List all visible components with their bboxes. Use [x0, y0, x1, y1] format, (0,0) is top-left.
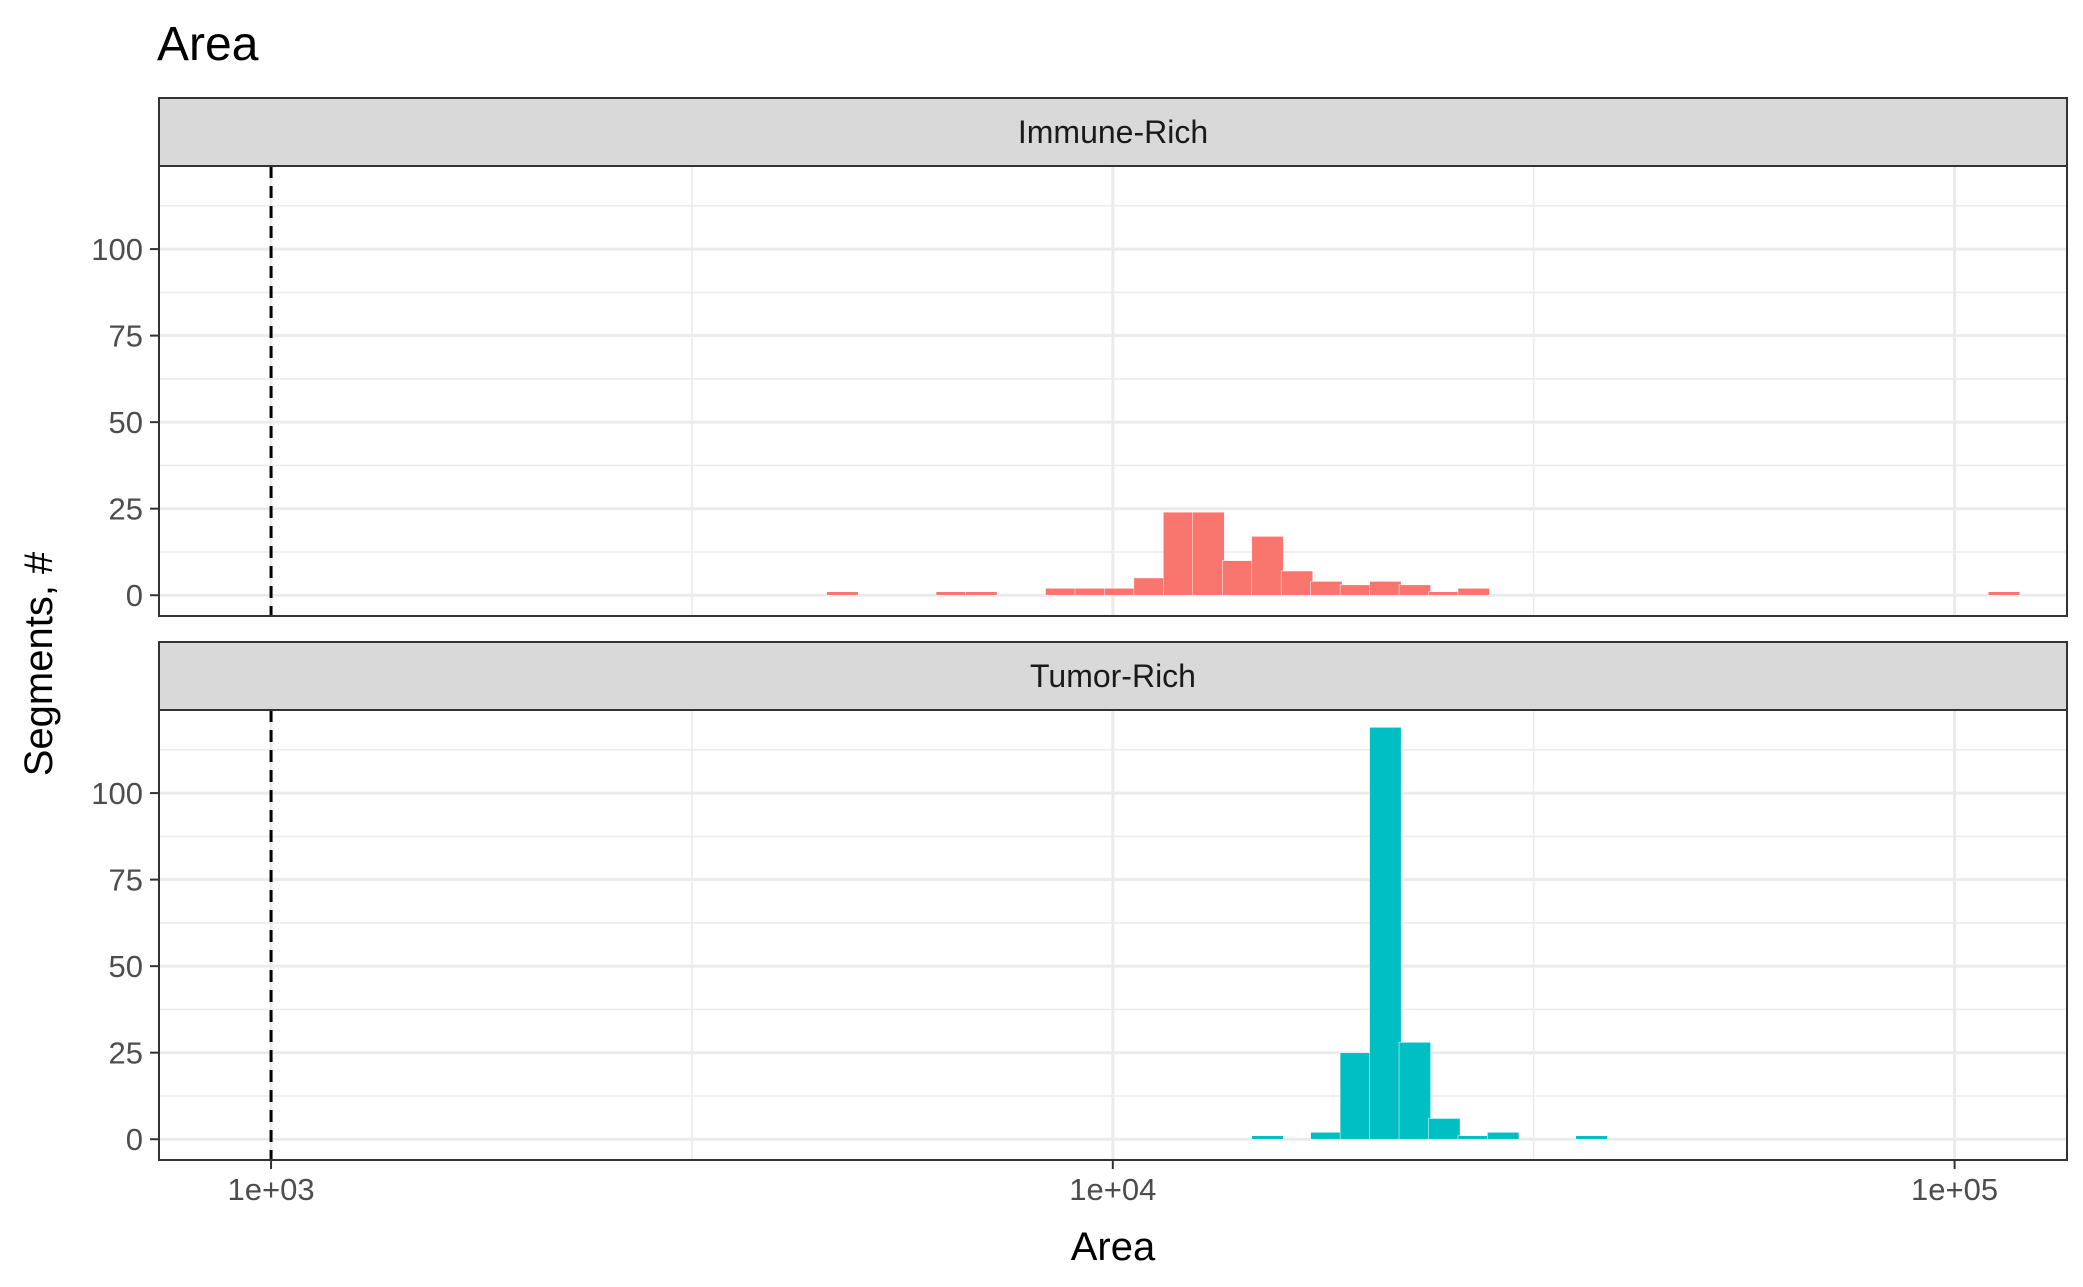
y-tick-label: 0 — [126, 578, 143, 613]
strip-background — [158, 641, 2068, 711]
y-tick-label: 50 — [109, 949, 143, 984]
histogram-bar — [935, 591, 968, 596]
histogram-bar — [1369, 727, 1402, 1140]
y-tick-label: 0 — [126, 1122, 143, 1157]
histogram-bar — [1251, 536, 1284, 596]
y-axis: 0 25 50 75 100 — [91, 232, 159, 613]
strip-label: Immune-Rich — [1018, 114, 1208, 150]
x-axis-title: Area — [1071, 1225, 1156, 1269]
strip-background — [158, 97, 2068, 167]
y-tick-label: 25 — [109, 1036, 143, 1071]
grid-lines — [159, 710, 2067, 1160]
histogram-bar — [1339, 1052, 1372, 1140]
y-tick-label: 75 — [109, 319, 143, 354]
histogram-bar — [1280, 570, 1313, 596]
facet-panel-tumor-rich: Tumor-Rich 0 25 50 75 100 — [91, 641, 2068, 1161]
histogram-bar — [1457, 588, 1490, 596]
histogram-bar — [1988, 591, 2021, 596]
histogram-bar — [1074, 588, 1107, 596]
chart-title: Area — [157, 18, 259, 71]
histogram-bar — [1133, 577, 1166, 596]
x-tick-label: 1e+05 — [1911, 1172, 1998, 1207]
histogram-bar — [1369, 581, 1402, 596]
histogram-bar — [1310, 1132, 1343, 1140]
histogram-bars — [1251, 727, 1608, 1140]
histogram-bar — [1045, 588, 1078, 596]
y-axis-title: Segments, # — [17, 551, 61, 776]
y-tick-label: 75 — [109, 863, 143, 898]
histogram-bar — [1192, 511, 1225, 596]
histogram-bars — [826, 511, 2021, 596]
histogram-bar — [1398, 1042, 1431, 1140]
histogram-bar — [1339, 584, 1372, 596]
y-tick-label: 100 — [91, 232, 143, 267]
histogram-bar — [1222, 560, 1255, 596]
y-tick-label: 100 — [91, 776, 143, 811]
histogram-bar — [1104, 588, 1137, 596]
x-tick-label: 1e+04 — [1069, 1172, 1156, 1207]
histogram-bar — [826, 591, 859, 596]
histogram-bar — [965, 591, 998, 596]
grid-lines — [159, 166, 2067, 616]
x-axis: 1e+03 1e+04 1e+05 — [228, 1160, 1998, 1207]
strip-label: Tumor-Rich — [1030, 658, 1196, 694]
panel-border — [158, 165, 2068, 617]
facet-panel-immune-rich: Immune-Rich 0 25 50 75 100 — [91, 97, 2068, 617]
x-tick-label: 1e+03 — [228, 1172, 315, 1207]
histogram-bar — [1575, 1135, 1608, 1140]
histogram-bar — [1251, 1135, 1284, 1140]
y-tick-label: 25 — [109, 492, 143, 527]
histogram-bar — [1487, 1132, 1520, 1140]
y-tick-label: 50 — [109, 405, 143, 440]
histogram-bar — [1457, 1135, 1490, 1140]
histogram-bar — [1398, 584, 1431, 596]
histogram-bar — [1428, 1118, 1461, 1140]
histogram-bar — [1163, 511, 1196, 596]
histogram-bar — [1428, 591, 1461, 596]
histogram-bar — [1310, 581, 1343, 596]
y-axis: 0 25 50 75 100 — [91, 776, 159, 1157]
